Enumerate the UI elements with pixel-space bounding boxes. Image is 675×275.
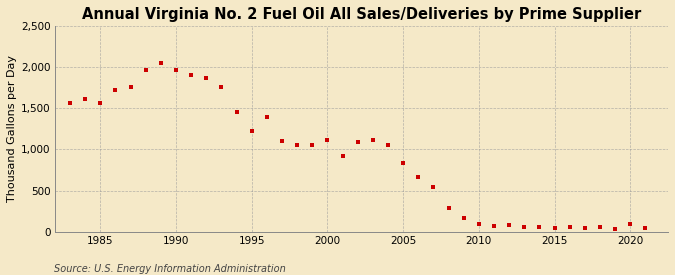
Point bbox=[534, 225, 545, 229]
Point bbox=[95, 100, 106, 105]
Point bbox=[443, 206, 454, 210]
Point bbox=[489, 224, 500, 228]
Point bbox=[595, 225, 605, 230]
Point bbox=[261, 115, 272, 120]
Point bbox=[383, 143, 394, 148]
Point bbox=[110, 88, 121, 92]
Point bbox=[65, 100, 76, 105]
Point bbox=[352, 140, 363, 144]
Point bbox=[80, 97, 90, 101]
Point bbox=[413, 174, 424, 179]
Point bbox=[337, 154, 348, 158]
Point bbox=[458, 216, 469, 221]
Point bbox=[367, 138, 378, 142]
Point bbox=[428, 185, 439, 189]
Point bbox=[549, 226, 560, 230]
Point bbox=[640, 226, 651, 230]
Point bbox=[519, 225, 530, 230]
Point bbox=[125, 85, 136, 89]
Point bbox=[171, 68, 182, 73]
Title: Annual Virginia No. 2 Fuel Oil All Sales/Deliveries by Prime Supplier: Annual Virginia No. 2 Fuel Oil All Sales… bbox=[82, 7, 641, 22]
Point bbox=[231, 109, 242, 114]
Point bbox=[564, 224, 575, 229]
Point bbox=[201, 76, 212, 80]
Point bbox=[504, 223, 514, 227]
Point bbox=[292, 142, 302, 147]
Point bbox=[140, 67, 151, 72]
Point bbox=[216, 85, 227, 89]
Point bbox=[277, 139, 288, 144]
Point bbox=[246, 128, 257, 133]
Point bbox=[155, 61, 166, 65]
Y-axis label: Thousand Gallons per Day: Thousand Gallons per Day bbox=[7, 55, 17, 202]
Point bbox=[307, 143, 318, 148]
Point bbox=[398, 161, 408, 165]
Text: Source: U.S. Energy Information Administration: Source: U.S. Energy Information Administ… bbox=[54, 264, 286, 274]
Point bbox=[473, 221, 484, 226]
Point bbox=[610, 226, 620, 231]
Point bbox=[322, 138, 333, 143]
Point bbox=[625, 222, 636, 226]
Point bbox=[186, 72, 196, 77]
Point bbox=[579, 226, 590, 230]
